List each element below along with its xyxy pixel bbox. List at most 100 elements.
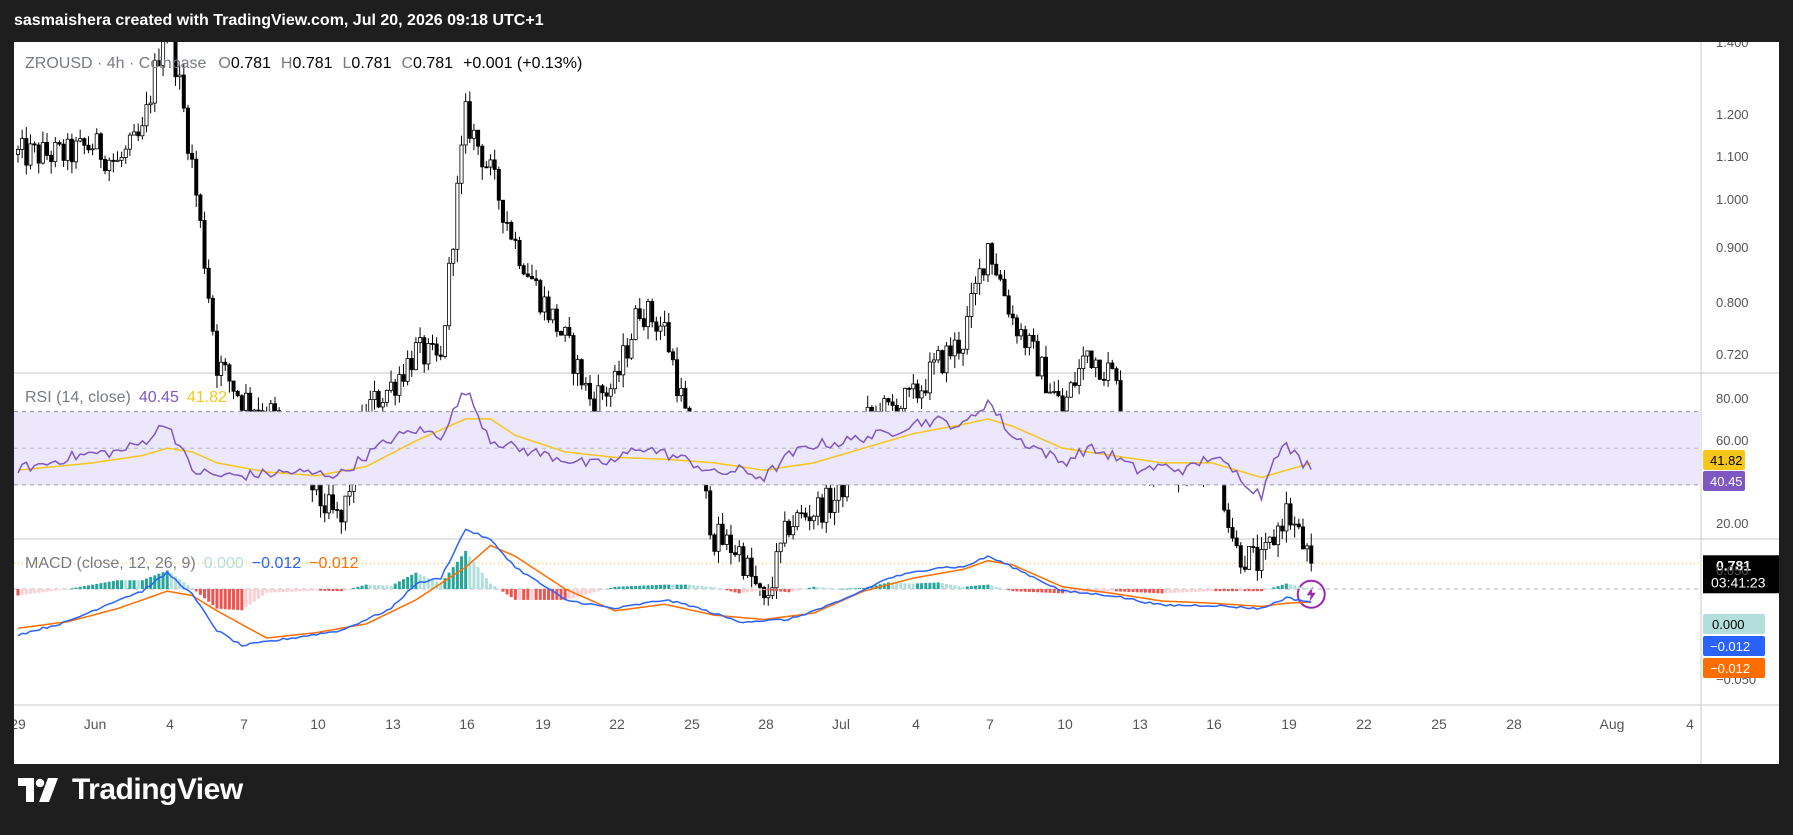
macd-histogram-bar xyxy=(783,589,787,592)
macd-histogram-bar xyxy=(1301,587,1305,589)
legend-o-label: O xyxy=(218,55,230,72)
macd-histogram-bar xyxy=(352,587,356,589)
macd-histogram-bar xyxy=(331,589,335,591)
macd-line xyxy=(17,528,1312,647)
macd-histogram-bar xyxy=(310,589,314,591)
candle xyxy=(1023,329,1028,349)
candle xyxy=(61,143,66,161)
macd-histogram-bar xyxy=(663,584,667,589)
macd-histogram-bar xyxy=(509,589,513,598)
macd-histogram-bar xyxy=(505,589,509,595)
candle xyxy=(480,145,485,168)
candle xyxy=(998,274,1003,280)
macd-histogram-bar xyxy=(538,589,542,600)
price-tick: 0.800 xyxy=(1716,295,1749,310)
macd-histogram-bar xyxy=(1185,589,1189,593)
macd-histogram-bar xyxy=(410,574,414,589)
chart-canvas[interactable]: 1.400 1.200 1.100 1.000 0.900 0.800 0.72… xyxy=(14,42,1779,764)
macd-histogram-bar xyxy=(721,589,725,590)
macd-histogram-bar xyxy=(837,589,841,590)
time-label: 4 xyxy=(1686,716,1694,732)
candle xyxy=(1230,527,1235,539)
candle xyxy=(517,240,522,267)
macd-histogram-bar xyxy=(1284,583,1288,589)
macd-histogram-bar xyxy=(1206,589,1210,592)
rsi-tick: 60.00 xyxy=(1716,433,1749,448)
candle xyxy=(890,401,895,406)
candle xyxy=(799,512,804,515)
macd-histogram-bar xyxy=(111,581,115,589)
candle xyxy=(608,388,613,397)
macd-histogram-bar xyxy=(1077,589,1081,593)
bar-countdown: 03:41:23 xyxy=(1711,574,1766,590)
time-label: 4 xyxy=(912,716,920,732)
macd-legend-name: MACD (close, 12, 26, 9) xyxy=(25,555,196,572)
macd-histogram-bar xyxy=(372,585,376,589)
macd-legend-hist: 0.000 xyxy=(204,555,244,572)
macd-histogram-bar xyxy=(157,573,161,589)
candle xyxy=(612,370,617,390)
macd-histogram-bar xyxy=(1181,589,1185,593)
macd-histogram-bar xyxy=(49,589,53,592)
tradingview-logo-icon xyxy=(18,778,58,802)
macd-histogram-bar xyxy=(936,582,940,589)
macd-histogram-bar xyxy=(302,589,306,592)
candle xyxy=(1114,368,1119,381)
macd-histogram-bar xyxy=(385,585,389,589)
macd-histogram-bar xyxy=(1069,589,1073,593)
attribution-text: sasmaishera created with TradingView.com… xyxy=(14,12,544,29)
macd-histogram-bar xyxy=(567,589,571,599)
macd-histogram-bar xyxy=(791,589,795,592)
logo-v xyxy=(39,778,58,802)
price-tick: 0.720 xyxy=(1716,347,1749,362)
macd-histogram-bar xyxy=(696,585,700,589)
candle xyxy=(1068,382,1073,398)
candle xyxy=(1255,546,1260,571)
macd-histogram-bar xyxy=(215,589,219,609)
time-label: 13 xyxy=(385,716,401,732)
candle xyxy=(832,499,837,513)
candle xyxy=(1300,526,1305,550)
candle xyxy=(397,374,402,396)
candle xyxy=(32,143,37,146)
macd-hist-badge-value: 0.000 xyxy=(1712,617,1745,632)
time-label: 16 xyxy=(1206,716,1222,732)
candle xyxy=(820,497,825,523)
candle xyxy=(753,576,758,585)
macd-histogram-bar xyxy=(443,578,447,589)
candle xyxy=(546,296,551,321)
price-tick: 1.000 xyxy=(1716,192,1749,207)
macd-histogram-bar xyxy=(57,589,61,591)
macd-histogram-bar xyxy=(41,589,45,593)
macd-histogram-bar xyxy=(1139,589,1143,593)
candle xyxy=(1089,350,1094,369)
candle xyxy=(919,390,924,399)
macd-histogram-bar xyxy=(1148,589,1152,593)
candle xyxy=(115,159,120,162)
candle xyxy=(903,387,908,409)
macd-histogram-bar xyxy=(733,589,737,593)
candle xyxy=(1284,503,1289,532)
candle xyxy=(418,337,423,344)
candle xyxy=(86,144,91,151)
candle xyxy=(679,387,684,397)
macd-histogram-bar xyxy=(841,588,845,590)
candle xyxy=(190,152,195,160)
rsi-legend-value: 40.45 xyxy=(139,389,179,406)
macd-histogram-bar xyxy=(45,589,49,592)
candle xyxy=(745,557,750,576)
legend-c-label: C xyxy=(401,55,413,72)
macd-tick: 0.050 xyxy=(1716,563,1749,578)
macd-histogram-bar xyxy=(290,589,294,592)
macd-histogram-bar xyxy=(862,587,866,589)
logo-dot xyxy=(35,778,45,788)
legend-symbol: ZROUSD xyxy=(25,55,93,72)
candle xyxy=(339,509,344,523)
candle xyxy=(571,335,576,374)
macd-histogram-bar xyxy=(1123,589,1127,592)
macd-histogram-bar xyxy=(559,589,563,600)
macd-histogram-bar xyxy=(70,588,74,590)
lightning-icon[interactable] xyxy=(1296,579,1326,609)
candle xyxy=(1234,537,1239,547)
macd-histogram-bar xyxy=(190,587,194,589)
